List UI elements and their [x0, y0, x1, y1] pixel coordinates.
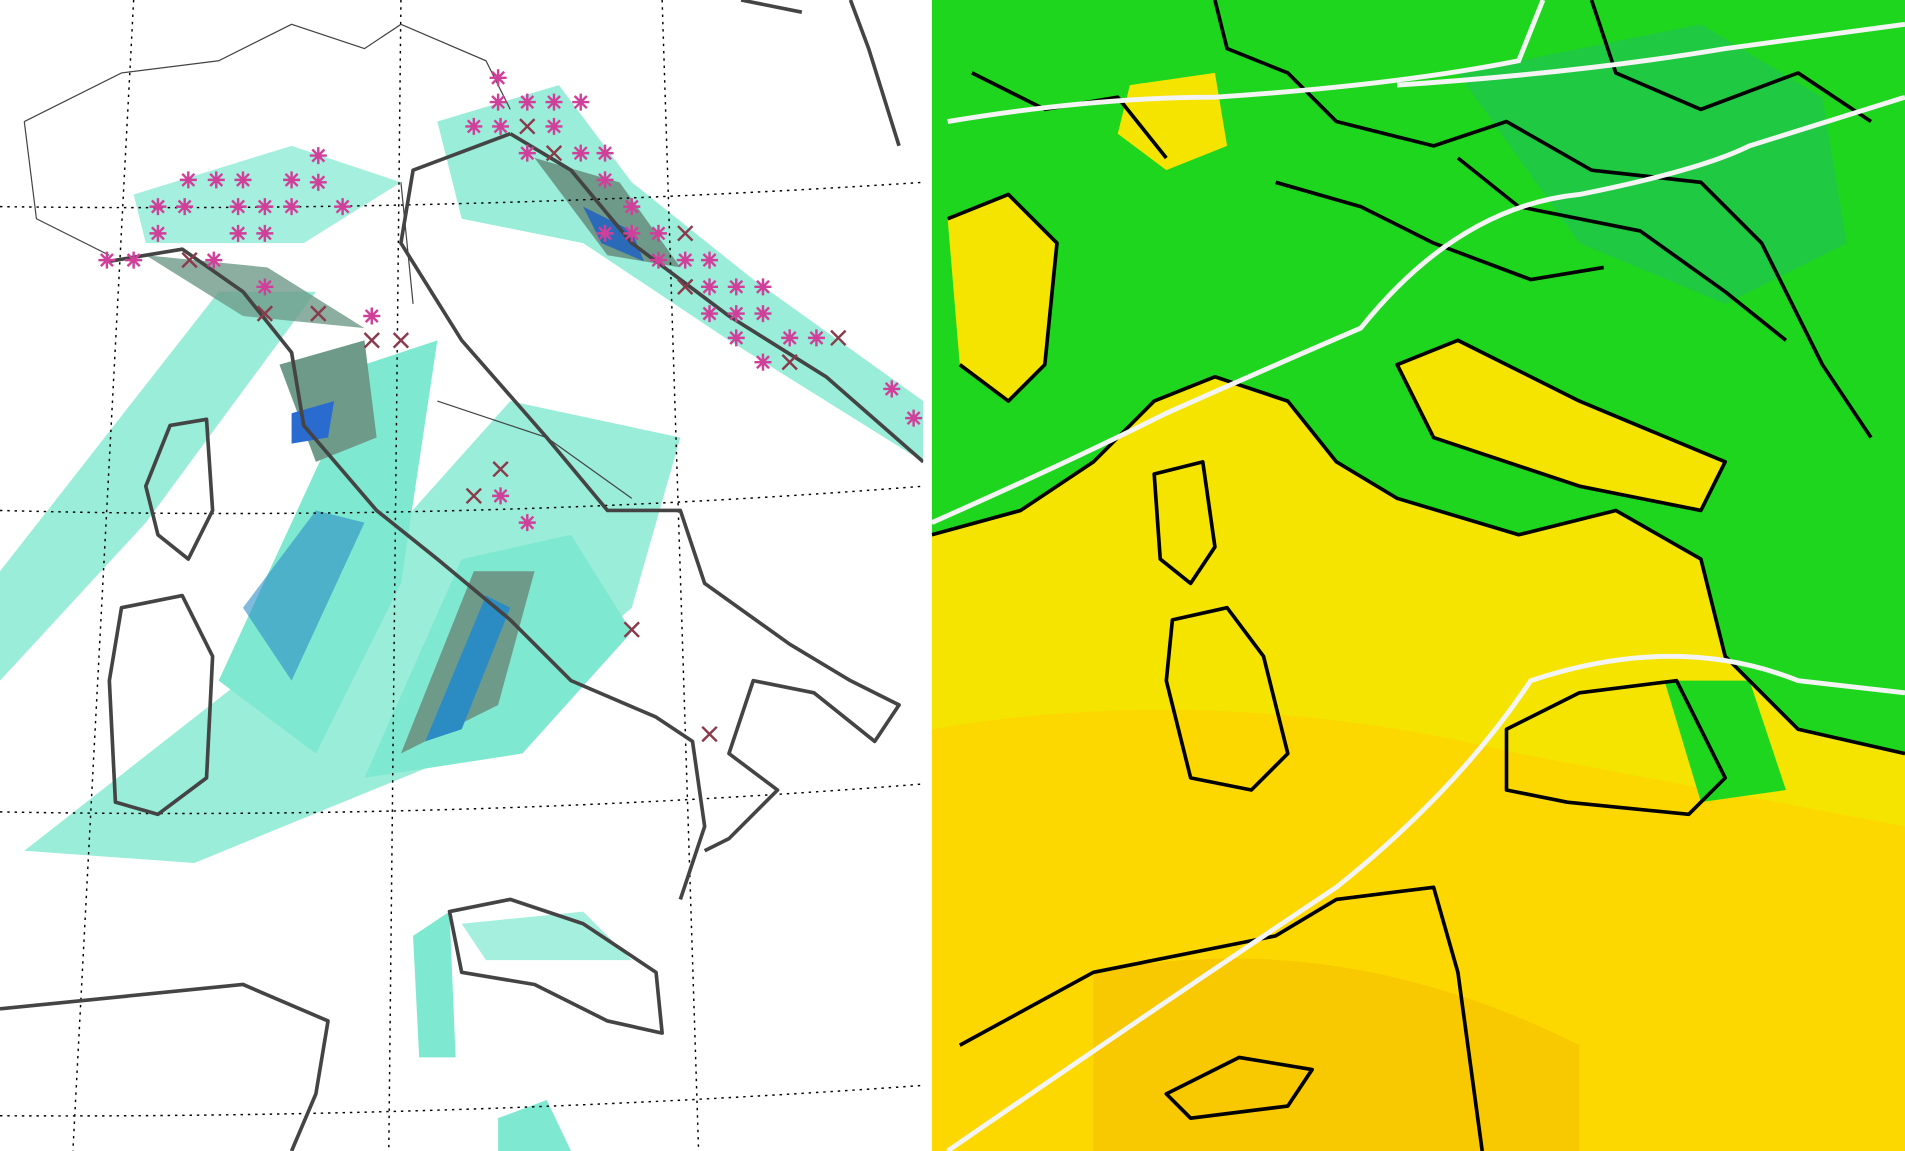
cool-pocket — [1664, 680, 1786, 803]
coolest-area — [1457, 24, 1847, 304]
coastlines — [0, 0, 924, 1151]
graticule — [0, 0, 924, 1151]
warmest-area — [1093, 958, 1580, 1151]
panel-gap — [923, 0, 932, 1151]
precipitation-map — [0, 0, 924, 1151]
temperature-map — [931, 0, 1905, 1151]
isotherms — [931, 0, 1905, 1151]
warm-pocket — [947, 194, 1057, 402]
precipitation-areas — [0, 85, 924, 1151]
warm-pocket — [1397, 340, 1726, 511]
